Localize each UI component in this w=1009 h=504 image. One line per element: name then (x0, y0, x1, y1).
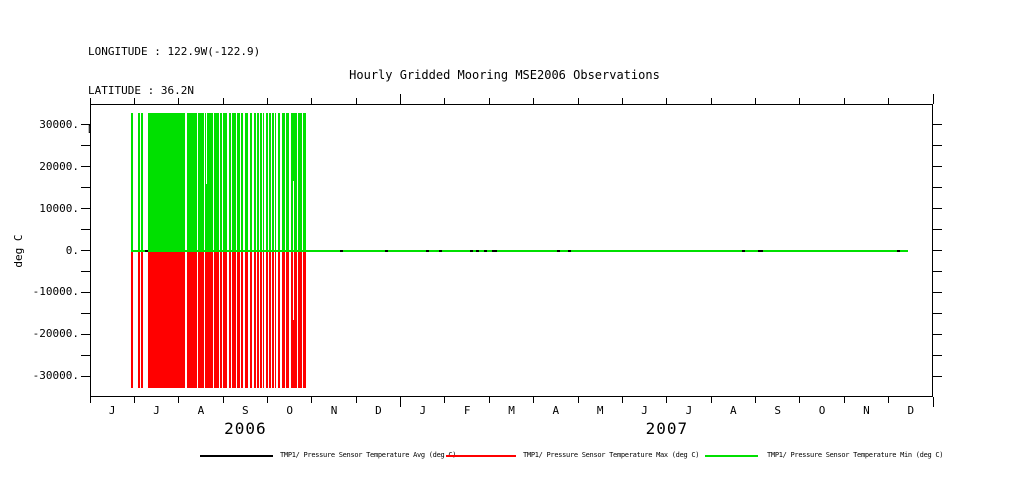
month-label: A (552, 404, 560, 417)
month-label: O (286, 404, 293, 417)
x-tick-bottom (710, 397, 712, 403)
x-tick-bottom (266, 397, 268, 403)
x-tick-bottom (755, 397, 757, 403)
x-tick-bottom (133, 397, 135, 403)
month-label: N (863, 404, 870, 417)
y-tick-label: -30000. (32, 369, 79, 383)
y-tick-left (81, 333, 90, 335)
y-tick-right (933, 124, 942, 126)
month-label: J (108, 404, 116, 417)
y-axis-label: deg C (12, 234, 25, 268)
x-tick-bottom (932, 397, 934, 407)
x-tick-bottom (444, 397, 446, 403)
month-label: M (508, 404, 515, 417)
month-label: S (774, 404, 782, 417)
y-tick-left (81, 229, 90, 231)
y-tick-right (933, 375, 942, 377)
x-tick-bottom (799, 397, 801, 403)
x-tick-bottom (89, 397, 91, 403)
x-tick-top (932, 94, 934, 104)
month-label: M (596, 404, 604, 417)
y-tick-right (933, 208, 942, 210)
plot-frame (90, 104, 933, 397)
month-label: J (641, 404, 648, 417)
x-tick-bottom (843, 397, 845, 403)
x-tick-bottom (400, 397, 402, 407)
y-tick-left (81, 270, 90, 272)
y-tick-label: 0. (65, 243, 79, 257)
month-label: N (330, 404, 338, 417)
chart-title: Hourly Gridded Mooring MSE2006 Observati… (349, 68, 660, 82)
y-tick-right (933, 187, 942, 189)
month-label: D (907, 404, 915, 417)
latitude-text: LATITUDE : 36.2N (88, 84, 194, 97)
y-tick-label: 20000. (39, 159, 79, 173)
month-label: J (419, 404, 427, 417)
x-tick-bottom (355, 397, 357, 403)
x-tick-bottom (222, 397, 224, 403)
y-tick-left (81, 291, 90, 293)
y-tick-right (933, 145, 942, 147)
x-tick-bottom (533, 397, 535, 403)
x-tick-bottom (621, 397, 623, 403)
legend-line-min (705, 455, 758, 457)
y-tick-left (81, 166, 90, 168)
y-tick-left (81, 250, 90, 251)
y-tick-right (933, 312, 942, 314)
y-tick-right (933, 270, 942, 272)
month-label: S (241, 404, 249, 417)
y-tick-right (933, 229, 942, 231)
legend-label-avg: TMP1/ Pressure Sensor Temperature Avg (d… (280, 451, 457, 459)
y-tick-left (81, 354, 90, 356)
y-tick-right (933, 250, 942, 251)
legend-label-max: TMP1/ Pressure Sensor Temperature Max (d… (523, 451, 700, 459)
x-tick-top (400, 94, 402, 104)
x-tick-bottom (178, 397, 180, 403)
y-tick-label: -20000. (32, 327, 79, 341)
y-tick-left (81, 208, 90, 210)
month-label: A (197, 404, 205, 417)
x-tick-bottom (311, 397, 313, 403)
y-tick-right (933, 291, 942, 293)
month-label: J (153, 404, 160, 417)
y-tick-right (933, 354, 942, 356)
y-tick-left (81, 312, 90, 314)
longitude-text: LONGITUDE : 122.9W(-122.9) (88, 45, 261, 58)
x-tick-bottom (888, 397, 890, 403)
month-label: A (730, 404, 737, 417)
month-label: F (463, 404, 471, 417)
x-tick-bottom (488, 397, 490, 403)
legend-line-max (446, 455, 516, 457)
month-label: D (375, 404, 382, 417)
legend-line-avg (200, 455, 273, 457)
x-tick-bottom (666, 397, 668, 403)
y-tick-right (933, 166, 942, 168)
y-tick-left (81, 375, 90, 377)
y-tick-label: 10000. (39, 201, 79, 215)
legend-label-min: TMP1/ Pressure Sensor Temperature Min (d… (767, 451, 944, 459)
y-tick-label: 30000. (39, 117, 79, 131)
year-label: 2006 (224, 419, 267, 438)
y-tick-label: -10000. (32, 285, 79, 299)
x-tick-bottom (577, 397, 579, 403)
y-tick-right (933, 333, 942, 335)
month-label: J (685, 404, 693, 417)
y-tick-left (81, 187, 90, 189)
month-label: O (818, 404, 826, 417)
year-label: 2007 (645, 419, 689, 438)
legend: TMP1/ Pressure Sensor Temperature Avg (d… (0, 446, 1009, 466)
